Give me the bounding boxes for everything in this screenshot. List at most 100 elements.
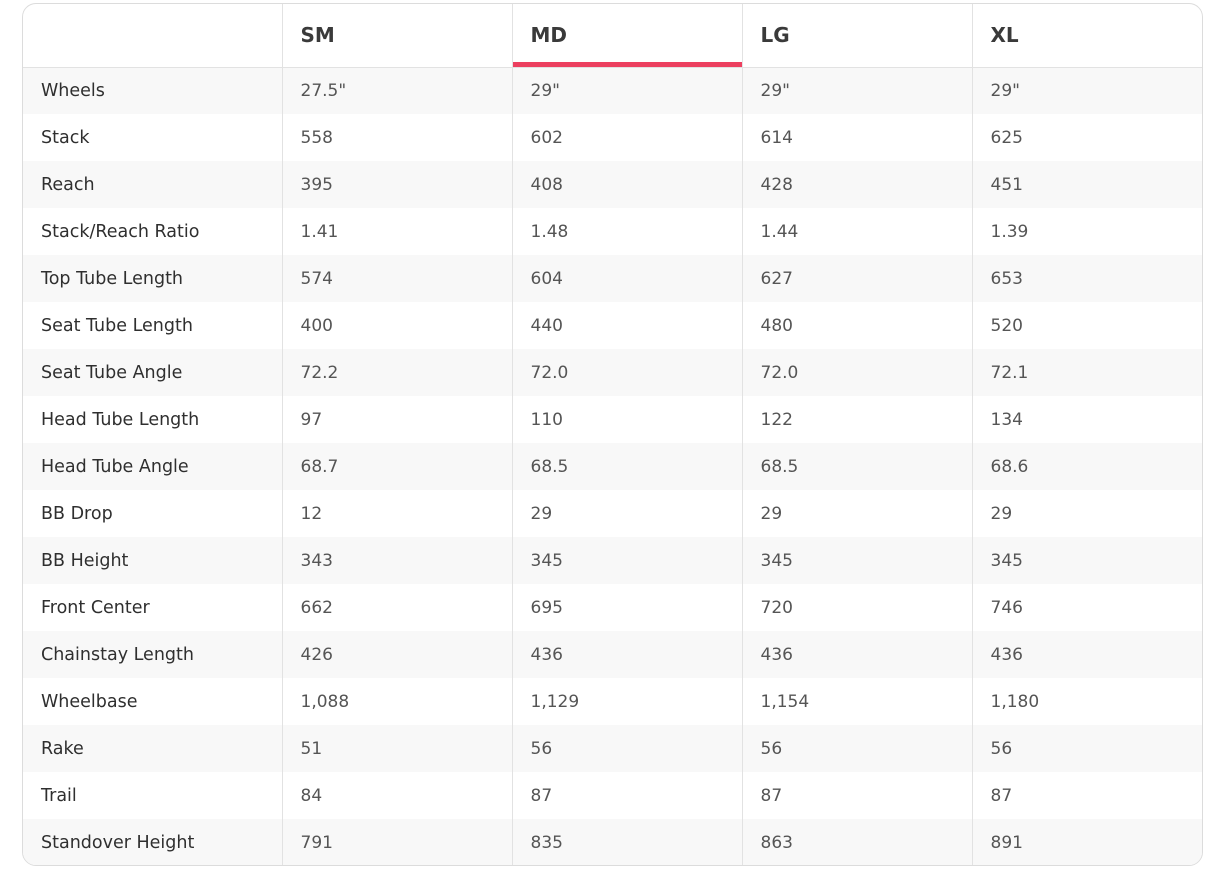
cell-value: 56 <box>741 725 972 772</box>
table-row: Wheels 27.5" 29" 29" 29" <box>23 67 1202 114</box>
cell-value: 436 <box>741 631 972 678</box>
cell-value: 84 <box>281 772 512 819</box>
cell-value: 625 <box>971 114 1202 161</box>
row-label: Wheelbase <box>41 691 138 712</box>
column-header[interactable]: XL <box>971 4 1202 68</box>
cell-value: 627 <box>741 255 972 302</box>
cell-value: 87 <box>741 772 972 819</box>
row-label: Rake <box>41 738 84 759</box>
table-row: Standover Height 791 835 863 891 <box>23 819 1202 865</box>
cell-value: 426 <box>281 631 512 678</box>
cell-value: 1.41 <box>281 208 512 255</box>
row-label: BB Height <box>41 550 129 571</box>
column-header[interactable]: SM <box>281 4 512 68</box>
table-row: Head Tube Angle 68.7 68.5 68.5 68.6 <box>23 443 1202 490</box>
cell-value: 1.48 <box>511 208 742 255</box>
cell-value: 68.5 <box>511 443 742 490</box>
row-label: Stack <box>41 127 90 148</box>
cell-value: 72.0 <box>511 349 742 396</box>
cell-value: 614 <box>741 114 972 161</box>
cell-value: 1.44 <box>741 208 972 255</box>
cell-value: 558 <box>281 114 512 161</box>
geometry-table: SM MD LG XL Wheels 27.5" 29" 29" 29" Stack 558 602… <box>23 4 1202 865</box>
row-label: Top Tube Length <box>41 268 184 289</box>
row-label: Wheels <box>41 80 105 101</box>
row-label: Head Tube Length <box>41 409 200 430</box>
column-header[interactable]: LG <box>741 4 972 68</box>
column-header[interactable]: MD <box>511 4 742 68</box>
cell-value: 400 <box>281 302 512 349</box>
table-row: Seat Tube Angle 72.2 72.0 72.0 72.1 <box>23 349 1202 396</box>
cell-value: 480 <box>741 302 972 349</box>
cell-value: 56 <box>971 725 1202 772</box>
cell-value: 29" <box>971 67 1202 114</box>
row-label: Standover Height <box>41 832 195 853</box>
cell-value: 891 <box>971 819 1202 865</box>
cell-value: 1,180 <box>971 678 1202 725</box>
table-row: Head Tube Length 97 110 122 134 <box>23 396 1202 443</box>
cell-value: 68.7 <box>281 443 512 490</box>
row-label: Seat Tube Angle <box>41 362 183 383</box>
cell-value: 27.5" <box>281 67 512 114</box>
row-label: BB Drop <box>41 503 113 524</box>
cell-value: 72.0 <box>741 349 972 396</box>
cell-value: 87 <box>971 772 1202 819</box>
table-head: SM MD LG XL <box>23 4 1202 68</box>
cell-value: 835 <box>511 819 742 865</box>
cell-value: 436 <box>511 631 742 678</box>
cell-value: 574 <box>281 255 512 302</box>
row-label: Front Center <box>41 597 150 618</box>
table-row: Rake 51 56 56 56 <box>23 725 1202 772</box>
cell-value: 345 <box>971 537 1202 584</box>
cell-value: 12 <box>281 490 512 537</box>
table-row: Top Tube Length 574 604 627 653 <box>23 255 1202 302</box>
cell-value: 1,154 <box>741 678 972 725</box>
cell-value: 122 <box>741 396 972 443</box>
header-row: SM MD LG XL <box>23 4 1202 68</box>
row-label: Stack/Reach Ratio <box>41 221 200 242</box>
table-row: Wheelbase 1,088 1,129 1,154 1,180 <box>23 678 1202 725</box>
cell-value: 720 <box>741 584 972 631</box>
cell-value: 436 <box>971 631 1202 678</box>
row-label: Chainstay Length <box>41 644 194 665</box>
table-body: Wheels 27.5" 29" 29" 29" Stack 558 602 614 625 Rea… <box>23 67 1202 865</box>
row-label: Head Tube Angle <box>41 456 189 477</box>
cell-value: 134 <box>971 396 1202 443</box>
table-row: Trail 84 87 87 87 <box>23 772 1202 819</box>
cell-value: 428 <box>741 161 972 208</box>
table-row: Chainstay Length 426 436 436 436 <box>23 631 1202 678</box>
row-label: Reach <box>41 174 95 195</box>
cell-value: 110 <box>511 396 742 443</box>
cell-value: 29" <box>741 67 972 114</box>
cell-value: 863 <box>741 819 972 865</box>
cell-value: 791 <box>281 819 512 865</box>
table-row: Reach 395 408 428 451 <box>23 161 1202 208</box>
cell-value: 653 <box>971 255 1202 302</box>
cell-value: 520 <box>971 302 1202 349</box>
cell-value: 440 <box>511 302 742 349</box>
cell-value: 1,088 <box>281 678 512 725</box>
cell-value: 695 <box>511 584 742 631</box>
row-label: Trail <box>41 785 77 806</box>
cell-value: 72.1 <box>971 349 1202 396</box>
cell-value: 1,129 <box>511 678 742 725</box>
cell-value: 451 <box>971 161 1202 208</box>
cell-value: 29 <box>511 490 742 537</box>
cell-value: 68.6 <box>971 443 1202 490</box>
cell-value: 746 <box>971 584 1202 631</box>
cell-value: 408 <box>511 161 742 208</box>
cell-value: 87 <box>511 772 742 819</box>
table-row: BB Height 343 345 345 345 <box>23 537 1202 584</box>
cell-value: 56 <box>511 725 742 772</box>
cell-value: 29 <box>741 490 972 537</box>
cell-value: 604 <box>511 255 742 302</box>
cell-value: 29 <box>971 490 1202 537</box>
cell-value: 29" <box>511 67 742 114</box>
table-card: SM MD LG XL Wheels 27.5" 29" 29" 29" Stack 558 602… <box>22 3 1203 866</box>
table-row: BB Drop 12 29 29 29 <box>23 490 1202 537</box>
cell-value: 1.39 <box>971 208 1202 255</box>
corner-cell <box>23 4 282 68</box>
cell-value: 51 <box>281 725 512 772</box>
